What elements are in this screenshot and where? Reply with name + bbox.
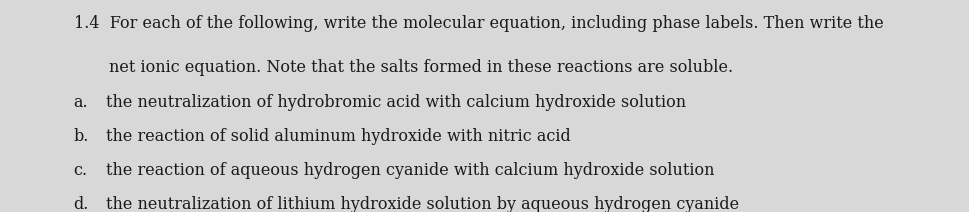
Text: net ionic equation. Note that the salts formed in these reactions are soluble.: net ionic equation. Note that the salts … xyxy=(109,59,733,76)
Text: d.: d. xyxy=(74,196,89,212)
Text: the neutralization of hydrobromic acid with calcium hydroxide solution: the neutralization of hydrobromic acid w… xyxy=(106,94,686,111)
Text: a.: a. xyxy=(74,94,88,111)
Text: b.: b. xyxy=(74,128,89,145)
Text: 1.4  For each of the following, write the molecular equation, including phase la: 1.4 For each of the following, write the… xyxy=(74,15,884,32)
Text: c.: c. xyxy=(74,162,88,179)
Text: the reaction of aqueous hydrogen cyanide with calcium hydroxide solution: the reaction of aqueous hydrogen cyanide… xyxy=(106,162,714,179)
Text: the reaction of solid aluminum hydroxide with nitric acid: the reaction of solid aluminum hydroxide… xyxy=(106,128,571,145)
Text: the neutralization of lithium hydroxide solution by aqueous hydrogen cyanide: the neutralization of lithium hydroxide … xyxy=(106,196,738,212)
